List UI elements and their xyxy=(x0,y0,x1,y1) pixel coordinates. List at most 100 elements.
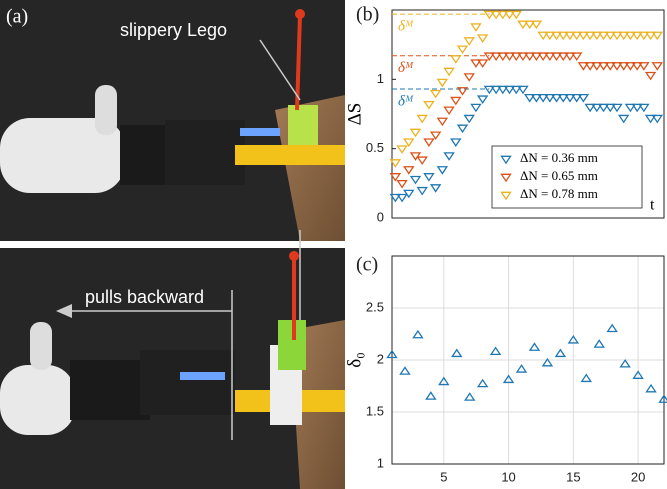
legend-marker xyxy=(500,173,512,183)
data-point xyxy=(396,179,408,189)
data-point xyxy=(651,31,663,41)
data-point xyxy=(443,67,455,77)
data-point xyxy=(489,346,502,356)
data-point xyxy=(456,87,469,96)
data-point xyxy=(597,31,610,41)
data-point xyxy=(591,103,603,113)
data-point xyxy=(386,349,398,359)
data-point xyxy=(450,55,462,64)
data-point xyxy=(403,189,415,199)
data-point xyxy=(470,103,482,113)
data-point xyxy=(436,78,449,88)
data-point xyxy=(503,52,516,61)
data-point xyxy=(577,62,590,71)
data-point xyxy=(409,128,422,138)
data-point xyxy=(510,10,522,20)
legend-marker xyxy=(500,191,512,201)
data-point xyxy=(403,166,415,175)
data-point xyxy=(423,100,435,110)
data-point xyxy=(399,366,411,375)
data-point xyxy=(476,59,489,68)
data-point xyxy=(537,52,549,61)
x-axis-label: t xyxy=(650,197,655,214)
y-tick-label: 1.5 xyxy=(366,403,384,418)
data-point xyxy=(597,62,610,71)
data-point xyxy=(425,391,437,400)
data-point xyxy=(528,342,541,351)
data-point xyxy=(570,94,583,103)
data-point xyxy=(567,335,580,344)
data-point xyxy=(564,52,576,61)
data-point xyxy=(604,62,616,71)
data-point xyxy=(436,117,449,127)
data-point xyxy=(624,62,637,71)
data-point xyxy=(416,114,428,124)
data-point xyxy=(541,357,554,367)
data-point xyxy=(550,94,563,103)
data-point xyxy=(476,378,489,388)
y-tick-label: 0 xyxy=(377,209,384,224)
y-tick-label: 1 xyxy=(377,71,384,86)
data-point xyxy=(550,31,563,41)
data-point xyxy=(631,103,643,113)
data-point xyxy=(436,166,449,175)
data-point xyxy=(544,94,556,103)
legend-label: ΔN = 0.65 mm xyxy=(520,168,598,183)
photo-top xyxy=(0,0,345,241)
plot-frame xyxy=(391,255,665,465)
data-point xyxy=(523,52,536,61)
data-point xyxy=(463,73,475,82)
data-point xyxy=(523,20,536,30)
data-point xyxy=(523,94,536,103)
data-point xyxy=(456,124,469,134)
data-point xyxy=(611,62,623,71)
data-point xyxy=(550,52,563,61)
data-point xyxy=(416,186,428,196)
legend-marker xyxy=(500,155,512,165)
data-point xyxy=(530,52,543,61)
data-point xyxy=(611,31,623,41)
data-point xyxy=(557,31,569,41)
data-point xyxy=(619,358,631,368)
data-point xyxy=(517,52,529,61)
data-point xyxy=(510,52,522,61)
data-point xyxy=(463,392,476,401)
data-point xyxy=(544,31,556,41)
data-point xyxy=(490,10,502,20)
data-point xyxy=(429,89,442,99)
x-tick-label: 15 xyxy=(566,469,580,484)
y-tick-label: 0.5 xyxy=(366,140,384,155)
data-point xyxy=(490,85,502,95)
data-point xyxy=(577,31,590,41)
data-point xyxy=(463,37,475,46)
data-point xyxy=(451,348,463,358)
data-point xyxy=(423,173,435,182)
data-point xyxy=(470,23,482,32)
data-point xyxy=(606,323,618,333)
legend xyxy=(491,145,643,209)
photo-bottom xyxy=(0,230,345,489)
plot-frame xyxy=(391,9,665,219)
data-point xyxy=(577,94,590,103)
data-point xyxy=(611,103,623,113)
data-point xyxy=(409,152,422,161)
data-point xyxy=(570,52,583,61)
data-point xyxy=(624,103,637,113)
data-point xyxy=(554,348,567,358)
data-point xyxy=(638,103,650,113)
y-axis-label: ΔS xyxy=(344,103,365,126)
data-point xyxy=(403,138,415,147)
reference-label: δᴹ xyxy=(398,19,414,35)
data-point xyxy=(617,31,630,41)
data-point xyxy=(389,173,402,182)
data-point xyxy=(530,94,543,103)
data-point xyxy=(593,339,605,348)
reference-label: δᴹ xyxy=(398,93,414,109)
x-tick-label: 20 xyxy=(631,469,645,484)
data-point xyxy=(497,85,509,95)
data-point xyxy=(584,62,596,71)
x-tick-label: 5 xyxy=(440,469,447,484)
data-point xyxy=(644,114,657,124)
